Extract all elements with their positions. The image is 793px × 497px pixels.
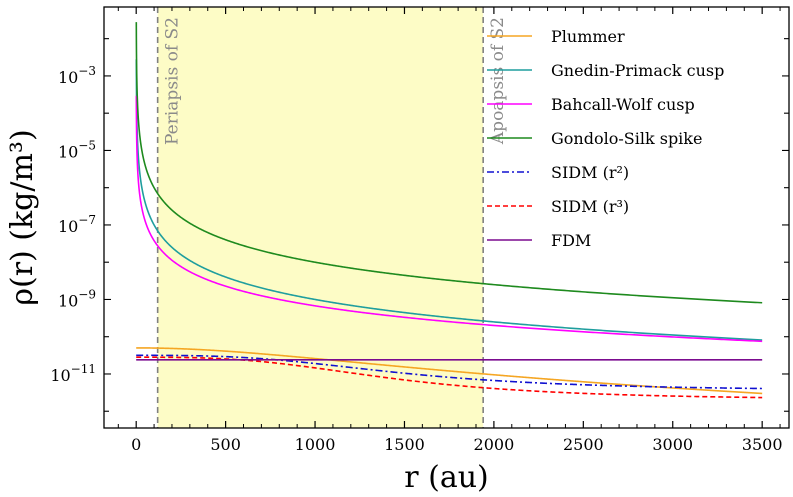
legend: Plummer Gnedin-Primack cusp Bahcall-Wolf c… [487,27,724,250]
x-tick-label-4: 2000 [474,435,515,454]
x-tick-label-0: 0 [131,435,141,454]
tick-layer: 0 500 1000 1500 2000 2500 3000 3500 10−3 10−5 10−7… [50,7,789,454]
series-2-line [135,95,763,343]
series-0-line [136,347,763,395]
x-tick-label-3: 1500 [384,435,425,454]
x-tick-label-7: 3500 [742,435,783,454]
legend-label-4: SIDM (r²) [551,163,629,182]
x-tick-label-6: 3000 [652,435,693,454]
x-axis-title: r (au) [404,460,489,495]
vline-label-0: Periapsis of S2 [163,17,183,145]
x-tick-label-1: 500 [210,435,241,454]
axis-titles: r (au) ρ(r) (kg/m³) [5,129,489,495]
legend-label-2: Bahcall-Wolf cusp [551,95,695,114]
legend-label-6: FDM [551,231,591,250]
y-tick-label-1: 10−5 [58,138,96,161]
x-tick-label-2: 1000 [295,435,336,454]
y-tick-label-3: 10−9 [58,287,96,310]
y-axis-title: ρ(r) (kg/m³) [5,129,40,305]
y-tick-label-4: 10−11 [50,362,96,385]
y-tick-label-2: 10−7 [58,213,96,236]
vline-label-1: Apoapsis of S2 [488,17,508,145]
legend-label-1: Gnedin-Primack cusp [551,61,724,80]
series-layer [135,22,763,399]
y-tick-label-0: 10−3 [58,64,96,87]
x-tick-label-5: 2500 [563,435,604,454]
legend-label-0: Plummer [551,27,625,46]
plot-frame [103,6,790,429]
legend-label-3: Gondolo-Silk spike [551,129,702,148]
vline-layer: Periapsis of S2 Apoapsis of S2 [156,7,508,428]
series-3-line [135,22,763,304]
series-1-line [135,59,763,341]
legend-label-5: SIDM (r³) [551,197,629,216]
